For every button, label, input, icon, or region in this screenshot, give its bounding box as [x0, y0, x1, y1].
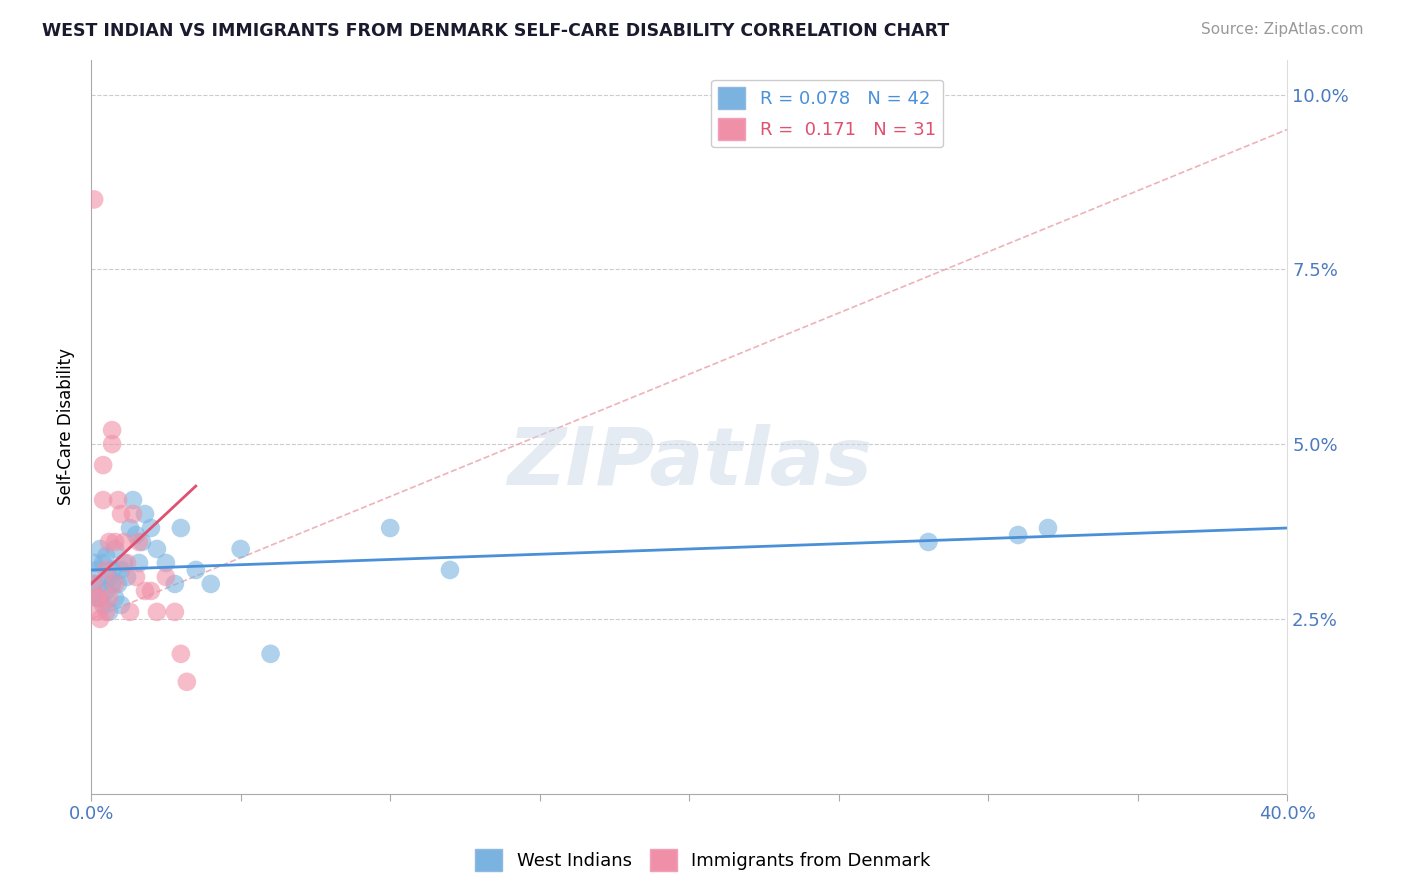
Point [128, 556, 150, 570]
Point [200, 577, 222, 591]
Point [107, 577, 129, 591]
Point [139, 583, 162, 598]
Point [439, 563, 461, 577]
Point [229, 541, 252, 556]
Text: WEST INDIAN VS IMMIGRANTS FROM DENMARK SELF-CARE DISABILITY CORRELATION CHART: WEST INDIAN VS IMMIGRANTS FROM DENMARK S… [42, 22, 949, 40]
Point [118, 605, 141, 619]
Point [259, 647, 281, 661]
Point [115, 556, 138, 570]
Point [163, 577, 186, 591]
Legend: R = 0.078   N = 42, R =  0.171   N = 31: R = 0.078 N = 42, R = 0.171 N = 31 [711, 79, 943, 147]
Point [89, 612, 111, 626]
Point [86, 605, 108, 619]
Point [110, 598, 132, 612]
Point [125, 570, 148, 584]
Point [104, 591, 127, 605]
Point [118, 521, 141, 535]
Point [89, 591, 111, 605]
Point [101, 437, 124, 451]
Point [134, 507, 156, 521]
Point [128, 535, 150, 549]
Point [91, 493, 114, 508]
Point [91, 556, 114, 570]
Point [98, 591, 121, 605]
Point [86, 563, 108, 577]
Point [94, 605, 117, 619]
Point [146, 605, 169, 619]
Point [155, 570, 177, 584]
Point [83, 556, 105, 570]
Point [104, 541, 127, 556]
Point [104, 577, 127, 591]
Point [139, 521, 162, 535]
Point [94, 549, 117, 563]
Point [91, 458, 114, 472]
Point [98, 605, 121, 619]
Point [170, 521, 193, 535]
Point [101, 577, 124, 591]
Point [94, 583, 117, 598]
Point [83, 193, 105, 207]
Point [1007, 528, 1029, 542]
Point [83, 577, 105, 591]
Point [112, 556, 135, 570]
Point [94, 563, 117, 577]
Point [155, 556, 177, 570]
Point [101, 423, 124, 437]
Point [122, 507, 145, 521]
Point [86, 591, 108, 605]
Point [1036, 521, 1059, 535]
Point [86, 591, 108, 605]
Point [89, 541, 111, 556]
Text: Source: ZipAtlas.com: Source: ZipAtlas.com [1201, 22, 1364, 37]
Y-axis label: Self-Care Disability: Self-Care Disability [58, 348, 75, 505]
Point [131, 535, 153, 549]
Point [163, 605, 186, 619]
Point [146, 541, 169, 556]
Point [380, 521, 402, 535]
Point [122, 493, 145, 508]
Point [184, 563, 207, 577]
Point [107, 493, 129, 508]
Point [176, 674, 198, 689]
Legend: West Indians, Immigrants from Denmark: West Indians, Immigrants from Denmark [468, 842, 938, 879]
Point [115, 570, 138, 584]
Point [917, 535, 939, 549]
Text: ZIPatlas: ZIPatlas [506, 425, 872, 502]
Point [89, 591, 111, 605]
Point [89, 577, 111, 591]
Point [98, 570, 121, 584]
Point [110, 507, 132, 521]
Point [98, 535, 121, 549]
Point [170, 647, 193, 661]
Point [104, 535, 127, 549]
Point [91, 598, 114, 612]
Point [83, 577, 105, 591]
Point [125, 528, 148, 542]
Point [112, 535, 135, 549]
Point [110, 563, 132, 577]
Point [134, 583, 156, 598]
Point [101, 563, 124, 577]
